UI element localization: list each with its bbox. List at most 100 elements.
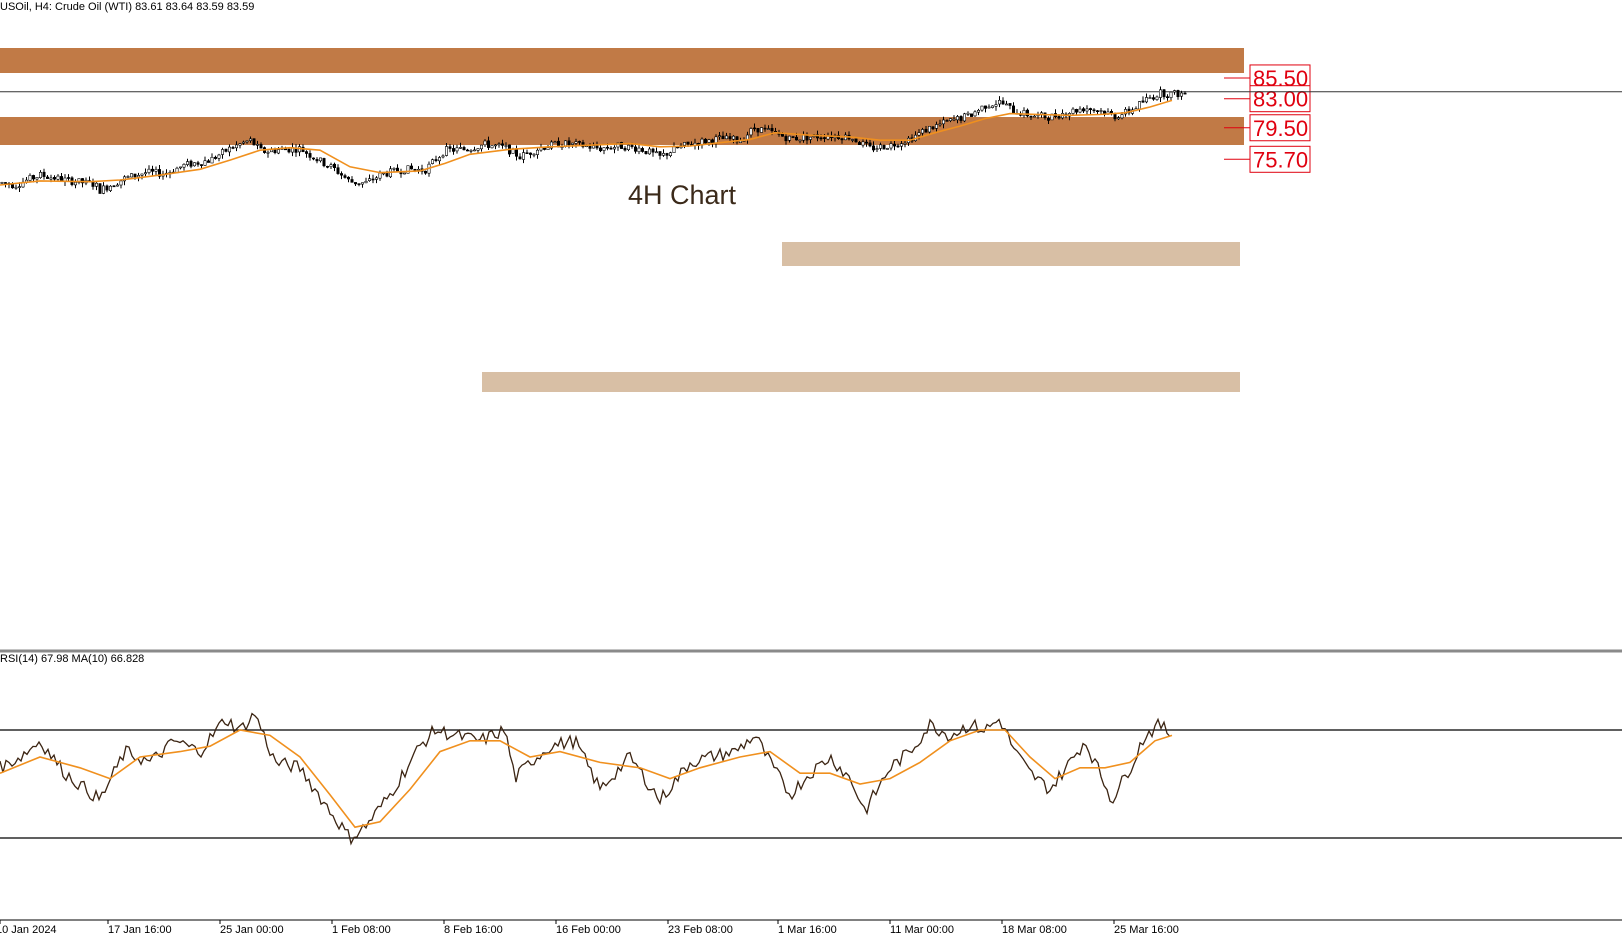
candle-body: [752, 127, 756, 130]
candle-body: [861, 141, 865, 146]
candle-body: [441, 155, 445, 158]
candle-body: [392, 168, 396, 170]
candle-body: [374, 177, 378, 180]
candle-body: [238, 143, 242, 146]
moving-average-line: [0, 99, 1173, 186]
candle-body: [553, 141, 557, 144]
level-zone-3[interactable]: [482, 372, 1240, 392]
candle-body: [840, 138, 844, 141]
candle-body: [787, 135, 791, 141]
candle-body: [1096, 110, 1100, 112]
level-zone-0[interactable]: [0, 48, 1244, 73]
candle-body: [980, 105, 984, 111]
candle-body: [210, 157, 214, 164]
candle-body: [945, 120, 949, 122]
candle-body: [367, 178, 371, 181]
level-zone-1[interactable]: [0, 117, 1244, 145]
candle-body: [371, 178, 375, 181]
candle-body: [917, 132, 921, 136]
time-tick-label-3: 1 Feb 08:00: [332, 924, 391, 936]
candle-body: [140, 173, 144, 176]
candle-body: [612, 147, 616, 150]
candle-body: [1033, 115, 1037, 118]
candle-body: [322, 158, 326, 167]
candle-body: [780, 133, 784, 137]
candle-body: [462, 147, 466, 151]
candle-body: [668, 152, 672, 156]
level-label-box-3: [1249, 145, 1311, 173]
candle-body: [1071, 108, 1075, 114]
candle-body: [976, 110, 980, 113]
candle-body: [56, 175, 60, 180]
candle-body: [987, 106, 991, 109]
candle-body: [437, 157, 441, 162]
candle-body: [518, 156, 522, 160]
level-label-2: 79.50: [1253, 116, 1308, 141]
candle-body: [1082, 108, 1086, 112]
candle-body: [486, 140, 490, 148]
candle-body: [311, 157, 315, 160]
candle-body: [623, 147, 627, 151]
candle-body: [336, 167, 340, 174]
candle-body: [308, 153, 312, 158]
candle-body: [1113, 113, 1117, 120]
candle-body: [343, 175, 347, 178]
candle-body: [941, 119, 945, 125]
candle-body: [276, 149, 280, 154]
candle-body: [1166, 96, 1170, 98]
candle-body: [759, 127, 763, 133]
candle-body: [144, 172, 148, 175]
candle-body: [196, 162, 200, 165]
candle-body: [350, 179, 354, 183]
candle-body: [875, 148, 879, 150]
candle-body: [661, 153, 665, 156]
candle-body: [822, 137, 826, 139]
candle-body: [346, 176, 350, 180]
candle-body: [81, 178, 85, 184]
candle-body: [549, 141, 553, 149]
candle-body: [609, 147, 613, 150]
candle-body: [598, 147, 602, 152]
candle-body: [588, 145, 592, 149]
candle-body: [193, 162, 197, 167]
candle-body: [231, 147, 235, 149]
candle-body: [500, 143, 504, 146]
candle-body: [259, 144, 263, 149]
candle-body: [567, 140, 571, 146]
candle-body: [885, 148, 889, 150]
candle-body: [735, 136, 739, 143]
candle-body: [360, 182, 364, 185]
candle-body: [882, 145, 886, 150]
candle-body: [493, 144, 497, 147]
candle-body: [528, 152, 532, 155]
candle-body: [570, 142, 574, 145]
candle-body: [535, 149, 539, 155]
candle-body: [707, 139, 711, 143]
candle-body: [686, 141, 690, 145]
candle-body: [973, 111, 977, 117]
candle-body: [151, 168, 155, 172]
candle-body: [791, 136, 795, 138]
candle-body: [252, 138, 256, 146]
candle-body: [546, 147, 550, 150]
candle-body: [186, 161, 190, 165]
candle-body: [332, 163, 336, 168]
candle-body: [465, 149, 469, 152]
candle-body: [137, 175, 141, 178]
candle-body: [637, 147, 641, 153]
candle-body: [1085, 108, 1089, 112]
candle-body: [644, 151, 648, 155]
candle-body: [455, 147, 459, 152]
candle-body: [214, 156, 218, 159]
candle-body: [35, 177, 39, 180]
candle-body: [479, 144, 483, 150]
level-zone-2[interactable]: [782, 242, 1240, 266]
time-tick-label-0: 10 Jan 2024: [0, 924, 57, 936]
candle-body: [1120, 114, 1124, 119]
candle-body: [304, 151, 308, 154]
candle-body: [483, 140, 487, 146]
candle-body: [850, 139, 854, 141]
candle-body: [409, 165, 413, 170]
candle-body: [630, 145, 634, 147]
candle-body: [994, 104, 998, 107]
